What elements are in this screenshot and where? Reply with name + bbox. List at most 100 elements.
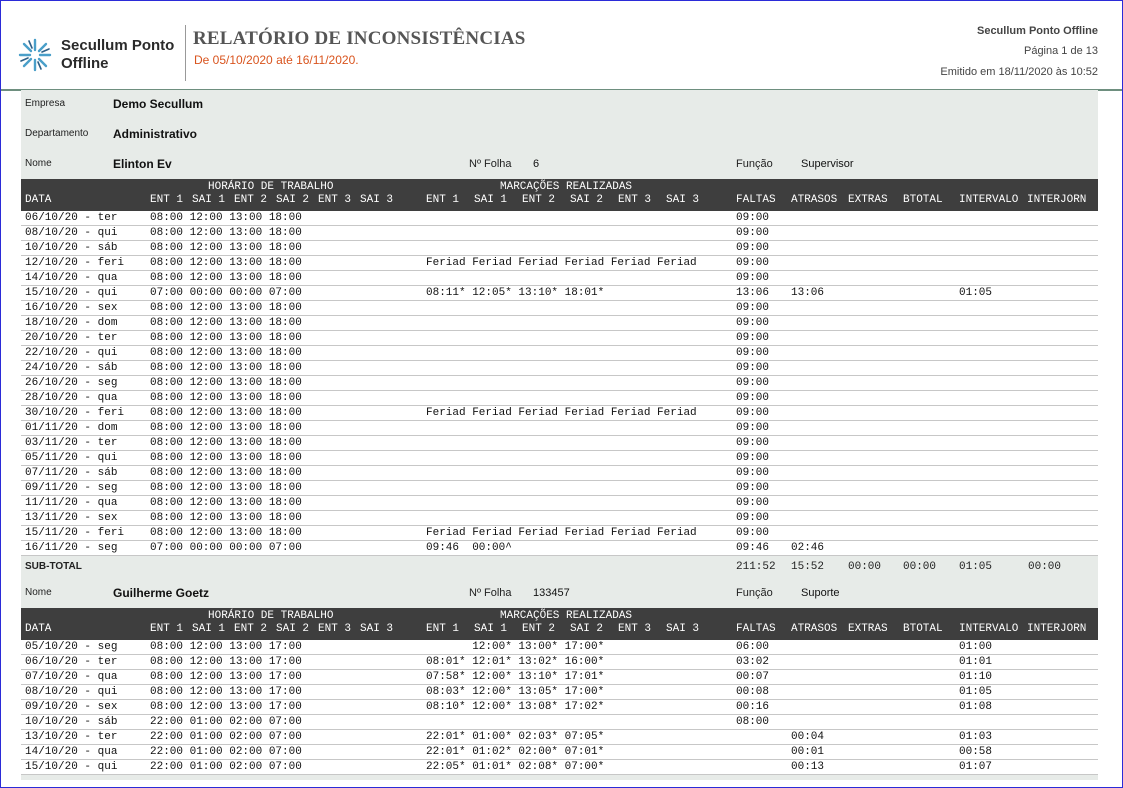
cell-faltas: 09:00 — [736, 302, 770, 314]
table-row: 09/10/20 - sex 08:00 12:00 13:00 17:00 08:… — [21, 700, 1098, 715]
cell-atrasos: 13:06 — [791, 287, 825, 299]
cell-faltas: 03:02 — [736, 656, 770, 668]
cell-date: 15/10/20 - qui — [25, 287, 118, 299]
header-mar-h_sai2: SAI 2 — [570, 623, 604, 635]
cell-date: 18/10/20 - dom — [25, 317, 118, 329]
cell-date: 05/10/20 - seg — [25, 641, 118, 653]
header-marcacoes: MARCAÇÕES REALIZADAS — [500, 610, 633, 622]
header-hor-h_ent2: ENT 2 — [234, 194, 268, 206]
table-row: 11/11/20 - qua 08:00 12:00 13:00 18:00 09:… — [21, 496, 1098, 511]
subtotal-atrasos: 15:52 — [791, 561, 825, 573]
brand-name: Secullum Ponto Offline — [61, 37, 174, 73]
header-hor-h_ent3: ENT 3 — [318, 194, 352, 206]
cell-hor: 08:00 12:00 13:00 18:00 — [150, 452, 302, 464]
table-row: 10/10/20 - sáb 22:00 01:00 02:00 07:00 08:… — [21, 715, 1098, 730]
cell-date: 13/10/20 - ter — [25, 731, 118, 743]
cell-hor: 08:00 12:00 13:00 18:00 — [150, 527, 302, 539]
cell-hor: 08:00 12:00 13:00 18:00 — [150, 362, 302, 374]
cell-hor: 08:00 12:00 13:00 18:00 — [150, 317, 302, 329]
cell-faltas: 09:00 — [736, 242, 770, 254]
cell-mar: Feriad Feriad Feriad Feriad Feriad Feria… — [426, 527, 697, 539]
cell-faltas: 13:06 — [736, 287, 770, 299]
cell-intervalo: 01:05 — [959, 287, 993, 299]
cell-date: 15/11/20 - feri — [25, 527, 125, 539]
header-hor-h_ent2: ENT 2 — [234, 623, 268, 635]
cell-faltas: 09:00 — [736, 227, 770, 239]
header-horario: HORÁRIO DE TRABALHO — [208, 181, 334, 193]
header-extras: EXTRAS — [848, 194, 888, 206]
cell-intervalo: 01:08 — [959, 701, 993, 713]
employee-name: Elinton Ev — [113, 157, 172, 171]
cell-faltas: 09:00 — [736, 332, 770, 344]
header-btotal: BTOTAL — [903, 623, 943, 635]
cell-faltas: 09:00 — [736, 497, 770, 509]
header-data: DATA — [25, 194, 52, 206]
cell-hor: 08:00 12:00 13:00 18:00 — [150, 422, 302, 434]
header-hor-h_sai2: SAI 2 — [276, 194, 310, 206]
funcao-label: Função — [736, 158, 773, 170]
header-mar-h_ent2: ENT 2 — [522, 194, 556, 206]
cell-hor: 08:00 12:00 13:00 17:00 — [150, 686, 302, 698]
cell-hor: 22:00 01:00 02:00 07:00 — [150, 716, 302, 728]
table-row: 03/11/20 - ter 08:00 12:00 13:00 18:00 09:… — [21, 436, 1098, 451]
cell-date: 12/10/20 - feri — [25, 257, 125, 269]
cell-date: 24/10/20 - sáb — [25, 362, 118, 374]
cell-intervalo: 01:01 — [959, 656, 993, 668]
header-mar-h_sai1: SAI 1 — [474, 194, 508, 206]
header-hor-h_sai1: SAI 1 — [192, 623, 226, 635]
cell-hor: 22:00 01:00 02:00 07:00 — [150, 746, 302, 758]
funcao-value: Supervisor — [801, 158, 854, 170]
table-row: 10/10/20 - sáb 08:00 12:00 13:00 18:00 09:… — [21, 241, 1098, 256]
cell-hor: 08:00 12:00 13:00 18:00 — [150, 407, 302, 419]
table-row: 07/10/20 - qua 08:00 12:00 13:00 17:00 07:… — [21, 670, 1098, 685]
cell-mar: 08:03* 12:00* 13:05* 17:00* — [426, 686, 605, 698]
cell-faltas: 09:00 — [736, 527, 770, 539]
header-hor-h_sai2: SAI 2 — [276, 623, 310, 635]
cell-mar: 08:10* 12:00* 13:08* 17:02* — [426, 701, 605, 713]
table-rows: 06/10/20 - ter 08:00 12:00 13:00 18:00 09:… — [21, 211, 1098, 556]
brand-line-2: Offline — [61, 55, 109, 72]
subtotal-btotal: 00:00 — [903, 561, 937, 573]
cell-hor: 07:00 00:00 00:00 07:00 — [150, 542, 302, 554]
header-extras: EXTRAS — [848, 623, 888, 635]
cell-date: 06/10/20 - ter — [25, 656, 118, 668]
header-mar-h_sai3: SAI 3 — [666, 623, 700, 635]
folha-value: 133457 — [533, 587, 570, 599]
cell-intervalo: 00:58 — [959, 746, 993, 758]
report-period: De 05/10/2020 até 16/11/2020. — [194, 53, 359, 67]
cell-hor: 08:00 12:00 13:00 18:00 — [150, 302, 302, 314]
table-row: 05/11/20 - qui 08:00 12:00 13:00 18:00 09:… — [21, 451, 1098, 466]
cell-date: 05/11/20 - qui — [25, 452, 118, 464]
header-mar-h_sai3: SAI 3 — [666, 194, 700, 206]
header-horario: HORÁRIO DE TRABALHO — [208, 610, 334, 622]
cell-date: 07/10/20 - qua — [25, 671, 118, 683]
header-hor-h_sai3: SAI 3 — [360, 623, 394, 635]
cell-faltas: 09:00 — [736, 317, 770, 329]
header-hor-h_ent1: ENT 1 — [150, 194, 184, 206]
table-row: 01/11/20 - dom 08:00 12:00 13:00 18:00 09:… — [21, 421, 1098, 436]
cell-mar: 09:46 00:00^ — [426, 542, 512, 554]
folha-value: 6 — [533, 158, 540, 170]
cell-hor: 07:00 00:00 00:00 07:00 — [150, 287, 302, 299]
cell-intervalo: 01:03 — [959, 731, 993, 743]
header-faltas: FALTAS — [736, 623, 776, 635]
header-mar-h_sai1: SAI 1 — [474, 623, 508, 635]
table-row: 06/10/20 - ter 08:00 12:00 13:00 18:00 09:… — [21, 211, 1098, 226]
header-marcacoes: MARCAÇÕES REALIZADAS — [500, 181, 633, 193]
cell-hor: 08:00 12:00 13:00 18:00 — [150, 392, 302, 404]
cell-faltas: 09:00 — [736, 257, 770, 269]
cell-hor: 08:00 12:00 13:00 18:00 — [150, 257, 302, 269]
empresa-label: Empresa — [25, 98, 66, 109]
table-row: 18/10/20 - dom 08:00 12:00 13:00 18:00 09:… — [21, 316, 1098, 331]
report-header: Secullum Ponto Offline RELATÓRIO DE INCO… — [1, 1, 1122, 91]
departamento-value: Administrativo — [113, 127, 198, 141]
cell-faltas: 09:00 — [736, 362, 770, 374]
table-rows: 05/10/20 - seg 08:00 12:00 13:00 17:00 12… — [21, 640, 1098, 775]
subtotal-interjorn: 00:00 — [1028, 561, 1062, 573]
cell-atrasos: 02:46 — [791, 542, 825, 554]
cell-hor: 08:00 12:00 13:00 18:00 — [150, 377, 302, 389]
cell-faltas: 09:00 — [736, 392, 770, 404]
cell-faltas: 09:00 — [736, 467, 770, 479]
cell-atrasos: 00:13 — [791, 761, 825, 773]
cell-mar: 08:11* 12:05* 13:10* 18:01* — [426, 287, 605, 299]
